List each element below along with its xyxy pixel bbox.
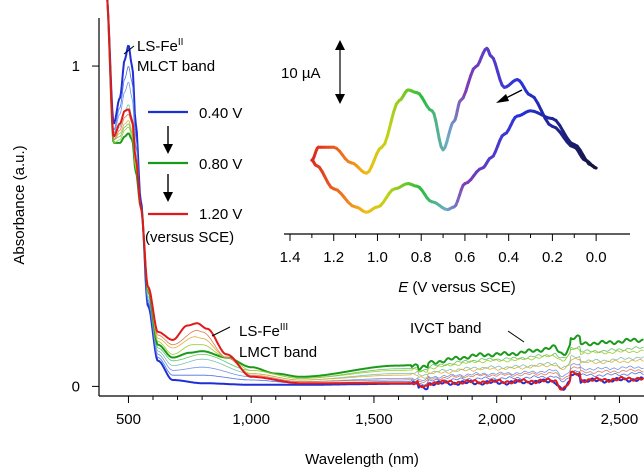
ivct-annotation: IVCT band — [410, 320, 525, 343]
cv-trace-segment — [434, 119, 440, 132]
main-x-tick-label: 1,000 — [232, 411, 270, 428]
inset-x-tick-label: 0.4 — [498, 249, 519, 266]
spectrum-series-line — [106, 0, 644, 386]
spectrum-series-line — [106, 0, 644, 391]
ivct-leader-line — [507, 330, 525, 343]
cv-trace-segment — [383, 133, 390, 146]
main-x-tick-label: 2,000 — [478, 411, 516, 428]
lmct-leader-line — [211, 326, 231, 337]
spectrum-series-line — [106, 0, 644, 379]
legend-label-080v: 0.80 V — [199, 156, 242, 173]
main-x-tick-label: 2,500 — [601, 411, 639, 428]
lmct-label-line1: LS-FeIII — [239, 322, 288, 340]
spectrum-series-line — [106, 0, 644, 383]
main-x-tick-label: 1,500 — [355, 411, 393, 428]
inset-cv-trace — [310, 46, 598, 214]
mlct-label-base: LS-Fe — [137, 38, 178, 55]
inset-cv-plot: 1.4 1.2 1.0 0.8 0.6 0.4 0.2 0.0 E (V versus SCE… — [280, 8, 630, 296]
cv-trace-segment — [389, 111, 395, 126]
lmct-label-base: LS-Fe — [239, 323, 280, 340]
spectra-series — [106, 0, 644, 391]
lmct-label-line2: LMCT band — [239, 344, 317, 361]
main-x-tick-label: 500 — [116, 411, 141, 428]
scan-direction-arrow-icon — [496, 89, 523, 103]
inset-x-axis-label: E (V versus SCE) — [398, 279, 516, 296]
inset-x-tick-label: 0.6 — [455, 249, 476, 266]
main-y-ticks: 01 — [72, 58, 99, 395]
cv-trace-segment — [436, 128, 441, 142]
main-y-tick-label: 1 — [72, 58, 80, 75]
legend-arrow-down-icon — [163, 126, 173, 154]
lmct-label-superscript: III — [280, 322, 288, 333]
cv-trace-segment — [392, 102, 398, 114]
main-x-ticks: 500 1,000 1,500 2,000 2,500 — [116, 396, 638, 428]
legend-label-120v: 1.20 V — [199, 206, 242, 223]
spectrum-series-line — [106, 0, 644, 378]
spectrum-series-line — [106, 0, 644, 381]
mlct-label-superscript: II — [178, 37, 184, 48]
legend-label-040v: 0.40 V — [199, 105, 242, 122]
inset-x-tick-label: 1.0 — [367, 249, 388, 266]
legend-arrow-down-icon — [163, 174, 173, 202]
inset-scale-bar: 10 µA — [281, 40, 345, 104]
inset-x-tick-label: 0.2 — [542, 249, 563, 266]
inset-x-tick-label: 1.2 — [323, 249, 344, 266]
spectrum-series-line — [106, 0, 644, 381]
inset-x-axis-label-italic: E — [398, 279, 409, 296]
inset-scale-bar-label: 10 µA — [281, 65, 321, 82]
mlct-leader-line — [123, 45, 135, 55]
inset-x-tick-label: 1.4 — [280, 249, 301, 266]
main-x-axis-label: Wavelength (nm) — [305, 451, 419, 468]
inset-x-tick-label: 0.8 — [411, 249, 432, 266]
main-y-tick-label: 0 — [72, 378, 80, 395]
mlct-label-line2: MLCT band — [137, 58, 215, 75]
lmct-annotation: LS-FeIII LMCT band — [211, 322, 317, 361]
spectrum-series-line — [106, 0, 644, 382]
cv-trace-segment — [386, 122, 393, 137]
spectrum-series-line — [106, 0, 644, 379]
main-plot-frame — [98, 18, 644, 397]
inset-x-tick-label: 0.0 — [586, 249, 607, 266]
main-y-axis-label: Absorbance (a.u.) — [11, 145, 28, 264]
mlct-annotation: LS-FeII MLCT band — [123, 37, 215, 75]
legend-footer: (versus SCE) — [145, 229, 234, 246]
legend: 0.40 V 0.80 V 1.20 V (versus SCE) — [145, 105, 242, 246]
ivct-label: IVCT band — [410, 320, 481, 337]
mlct-label-line1: LS-FeII — [137, 37, 183, 55]
inset-x-axis-label-rest: (V versus SCE) — [408, 279, 516, 296]
inset-x-ticks: 1.4 1.2 1.0 0.8 0.6 0.4 0.2 0.0 — [280, 234, 607, 266]
